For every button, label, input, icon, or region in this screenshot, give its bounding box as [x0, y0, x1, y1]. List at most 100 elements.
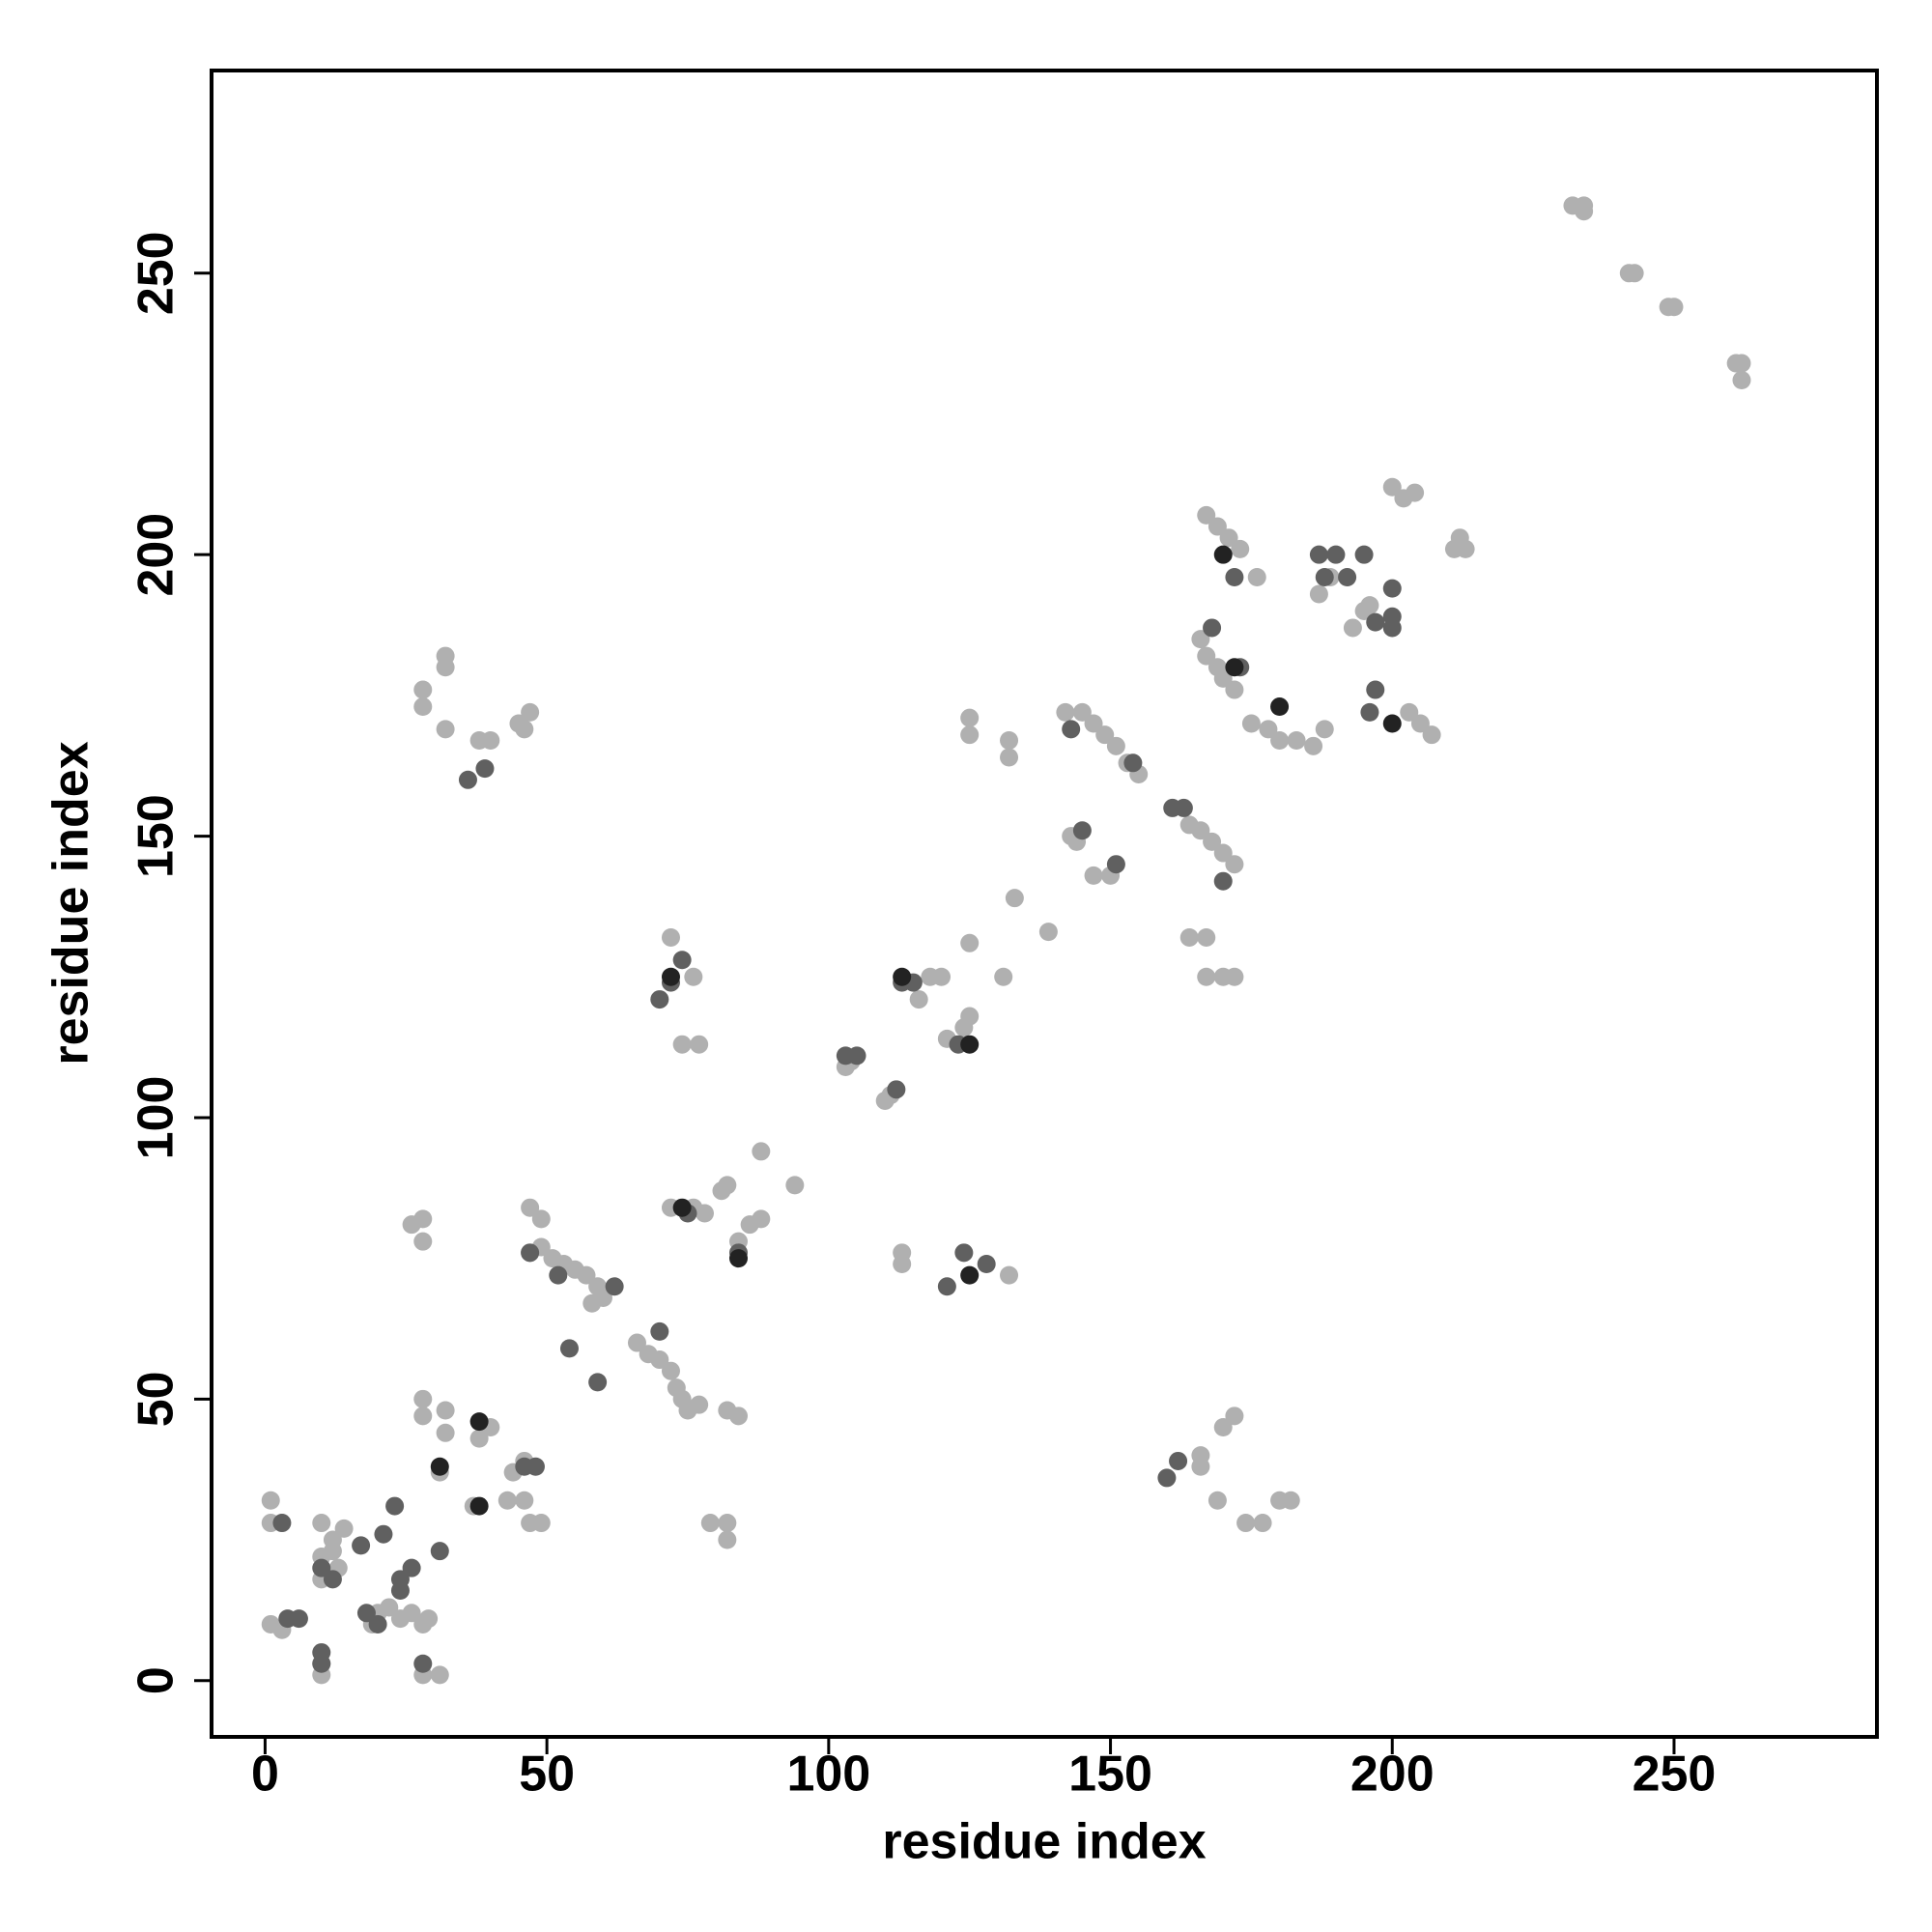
point: [718, 1176, 737, 1195]
point: [1213, 1417, 1233, 1436]
point: [937, 1277, 956, 1296]
point: [1732, 354, 1751, 373]
y-tick-label: 0: [128, 1666, 185, 1694]
point: [1203, 832, 1222, 851]
point: [1315, 567, 1334, 586]
point: [1410, 714, 1430, 733]
x-tick-label: 100: [786, 1747, 870, 1803]
point: [413, 697, 433, 717]
point: [1208, 1491, 1227, 1510]
point: [1203, 618, 1222, 638]
x-tick-label: 50: [519, 1747, 575, 1803]
point: [526, 1457, 545, 1476]
point: [1382, 579, 1402, 598]
point: [261, 1491, 280, 1510]
point: [1343, 618, 1362, 638]
point: [312, 1558, 331, 1577]
point: [1360, 596, 1379, 615]
point: [718, 1514, 737, 1533]
point: [960, 725, 980, 745]
point: [1084, 714, 1103, 733]
point: [1000, 1265, 1019, 1285]
plot-frame: [210, 69, 1879, 1739]
point: [352, 1536, 371, 1555]
point: [356, 1604, 376, 1623]
point: [1197, 927, 1216, 947]
point: [960, 1007, 980, 1026]
point: [960, 708, 980, 727]
point: [1400, 702, 1419, 722]
point: [436, 1423, 455, 1442]
point: [1281, 1491, 1300, 1510]
point: [893, 1254, 912, 1273]
point: [1304, 736, 1323, 755]
point: [413, 1232, 433, 1251]
point: [559, 1339, 579, 1358]
point: [893, 967, 912, 986]
point: [672, 1035, 692, 1054]
point: [690, 1035, 709, 1054]
point: [1174, 798, 1193, 817]
point: [1197, 505, 1216, 525]
point: [1406, 483, 1425, 502]
point: [582, 1293, 602, 1313]
point: [994, 967, 1013, 986]
y-tick-label: 200: [128, 513, 185, 597]
y-tick-label: 250: [128, 231, 185, 315]
point: [1225, 680, 1244, 699]
point: [728, 1406, 748, 1426]
point: [1259, 720, 1278, 739]
point: [1287, 730, 1306, 750]
point: [1000, 748, 1019, 767]
point: [368, 1614, 387, 1634]
point: [515, 1491, 534, 1510]
point: [497, 1491, 517, 1510]
point: [430, 1665, 449, 1685]
point: [475, 759, 495, 779]
point: [661, 1361, 680, 1380]
point: [690, 1395, 709, 1414]
point: [289, 1609, 308, 1629]
point: [272, 1514, 292, 1533]
point: [1309, 584, 1328, 604]
point: [1225, 658, 1244, 677]
point: [577, 1265, 596, 1285]
point: [1625, 264, 1644, 283]
point: [436, 658, 455, 677]
point: [752, 1209, 771, 1229]
point: [1354, 545, 1374, 564]
point: [700, 1514, 720, 1533]
point: [312, 1514, 331, 1533]
point: [960, 933, 980, 952]
point: [661, 927, 680, 947]
point: [469, 1412, 489, 1432]
x-axis-title: residue index: [882, 1814, 1206, 1870]
point: [458, 770, 477, 789]
point: [650, 1350, 669, 1370]
point: [509, 714, 528, 733]
point: [695, 1204, 714, 1223]
point: [413, 1406, 433, 1426]
x-tick-label: 200: [1350, 1747, 1435, 1803]
point: [413, 1654, 433, 1673]
point: [1084, 866, 1103, 885]
point: [785, 1176, 805, 1195]
point: [1191, 821, 1210, 840]
point: [909, 990, 928, 1009]
point: [1664, 298, 1684, 317]
point: [1072, 702, 1092, 722]
point: [728, 1249, 748, 1268]
point: [605, 1277, 624, 1296]
point: [1366, 612, 1385, 632]
point: [588, 1373, 608, 1392]
point: [1225, 1406, 1244, 1426]
point: [1106, 736, 1125, 755]
point: [380, 1598, 399, 1617]
y-axis-title: residue index: [43, 741, 99, 1065]
point: [413, 1209, 433, 1229]
point: [390, 1580, 410, 1600]
point: [1422, 725, 1441, 745]
point: [430, 1457, 449, 1476]
point: [323, 1542, 342, 1561]
